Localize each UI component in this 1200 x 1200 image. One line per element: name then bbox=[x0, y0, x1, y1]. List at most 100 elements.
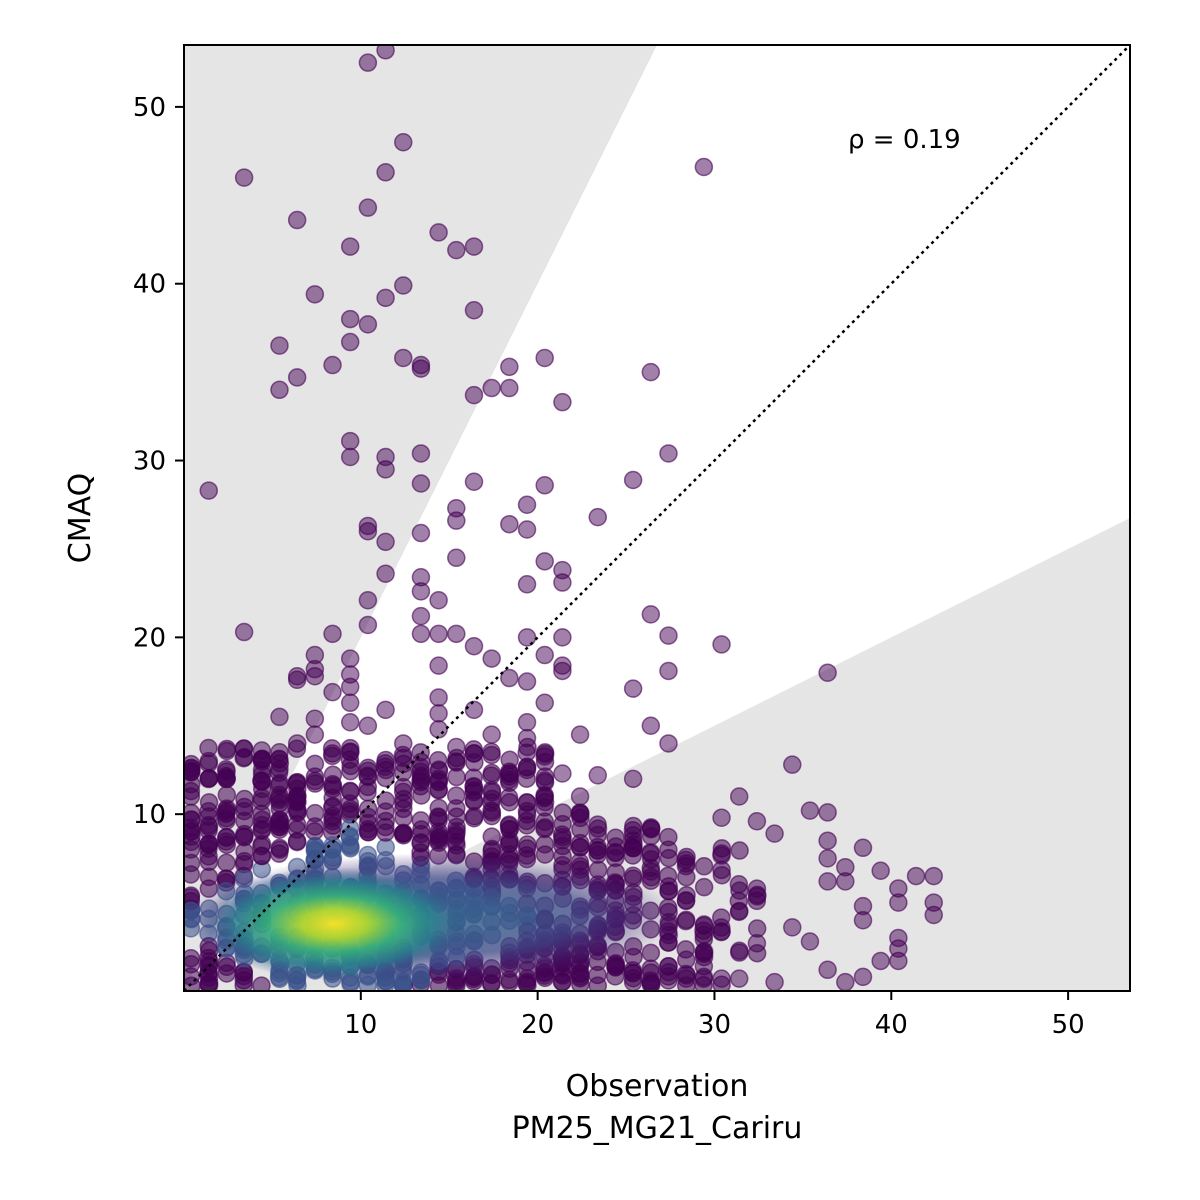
data-point bbox=[199, 817, 219, 837]
data-point bbox=[269, 776, 289, 795]
data-point bbox=[429, 704, 448, 723]
data-point bbox=[340, 431, 360, 451]
data-point bbox=[853, 838, 873, 858]
data-point bbox=[217, 964, 236, 983]
data-point bbox=[305, 822, 324, 841]
data-point bbox=[676, 891, 696, 911]
data-point bbox=[800, 932, 820, 951]
data-point bbox=[217, 828, 236, 848]
data-point bbox=[623, 838, 642, 857]
data-point bbox=[623, 679, 643, 698]
data-point bbox=[217, 785, 237, 805]
data-point bbox=[517, 495, 537, 514]
data-point bbox=[358, 716, 378, 736]
data-point bbox=[677, 847, 696, 867]
data-point bbox=[517, 712, 537, 732]
data-point bbox=[553, 764, 572, 783]
data-point bbox=[588, 507, 608, 527]
data-point bbox=[305, 709, 325, 728]
data-point bbox=[694, 877, 714, 897]
data-point bbox=[252, 771, 271, 790]
data-point bbox=[694, 157, 714, 177]
data-point bbox=[447, 624, 466, 644]
data-point bbox=[252, 846, 272, 866]
data-point bbox=[464, 237, 484, 256]
data-point bbox=[676, 910, 696, 930]
data-point bbox=[411, 624, 431, 644]
data-point bbox=[429, 720, 448, 739]
data-point bbox=[694, 857, 714, 876]
data-point bbox=[216, 804, 236, 824]
data-point bbox=[588, 766, 608, 785]
data-point bbox=[818, 663, 837, 682]
data-point bbox=[270, 743, 289, 762]
data-point bbox=[641, 971, 660, 990]
data-point bbox=[517, 575, 537, 594]
data-point bbox=[340, 332, 360, 352]
data-point bbox=[464, 300, 484, 320]
data-point bbox=[783, 755, 802, 774]
data-point bbox=[500, 357, 519, 377]
data-point bbox=[641, 826, 661, 846]
data-point bbox=[500, 764, 519, 783]
data-point bbox=[341, 799, 360, 819]
data-point bbox=[924, 905, 943, 925]
data-point bbox=[411, 523, 431, 543]
data-point bbox=[270, 815, 289, 834]
data-point bbox=[482, 803, 502, 822]
data-point bbox=[659, 971, 678, 990]
data-point bbox=[641, 716, 661, 736]
data-point bbox=[588, 840, 607, 860]
data-point bbox=[411, 606, 431, 626]
data-point bbox=[429, 590, 448, 610]
data-point bbox=[517, 728, 537, 748]
y-tick-label: 40 bbox=[133, 270, 166, 300]
data-point bbox=[305, 667, 325, 686]
data-point bbox=[217, 741, 237, 761]
data-point bbox=[818, 803, 837, 822]
data-point bbox=[429, 656, 448, 675]
data-point bbox=[517, 760, 537, 780]
data-point bbox=[252, 804, 271, 824]
data-point bbox=[323, 682, 342, 702]
data-point bbox=[853, 967, 873, 987]
data-point bbox=[836, 872, 855, 891]
data-point bbox=[447, 753, 466, 772]
data-point bbox=[871, 861, 890, 881]
data-point bbox=[517, 520, 537, 539]
data-point bbox=[906, 866, 926, 886]
data-point bbox=[748, 885, 767, 905]
data-point bbox=[199, 481, 219, 500]
data-point bbox=[482, 725, 501, 744]
data-point bbox=[429, 825, 449, 844]
data-point bbox=[376, 460, 395, 479]
data-point bbox=[270, 380, 289, 400]
data-point bbox=[376, 791, 396, 810]
density-core bbox=[184, 853, 680, 981]
data-point bbox=[394, 734, 413, 753]
data-point bbox=[818, 960, 837, 980]
data-point bbox=[676, 969, 696, 988]
data-point bbox=[446, 827, 466, 846]
data-point bbox=[889, 893, 908, 912]
data-point bbox=[464, 636, 484, 656]
data-point bbox=[676, 950, 696, 970]
data-point bbox=[340, 738, 360, 758]
data-point bbox=[464, 768, 483, 787]
data-point bbox=[765, 824, 784, 843]
data-point bbox=[270, 707, 289, 727]
data-point bbox=[394, 276, 413, 295]
data-point bbox=[482, 742, 501, 762]
data-point bbox=[288, 792, 307, 812]
data-point bbox=[323, 355, 342, 375]
data-point bbox=[694, 925, 714, 945]
data-point bbox=[623, 769, 643, 789]
data-point bbox=[393, 782, 413, 802]
data-point bbox=[517, 628, 537, 647]
data-point bbox=[429, 772, 449, 792]
data-point bbox=[184, 810, 201, 829]
y-axis-ticks: 10 20 30 40 50 bbox=[133, 93, 184, 830]
data-point bbox=[747, 812, 767, 831]
data-point bbox=[535, 693, 554, 713]
